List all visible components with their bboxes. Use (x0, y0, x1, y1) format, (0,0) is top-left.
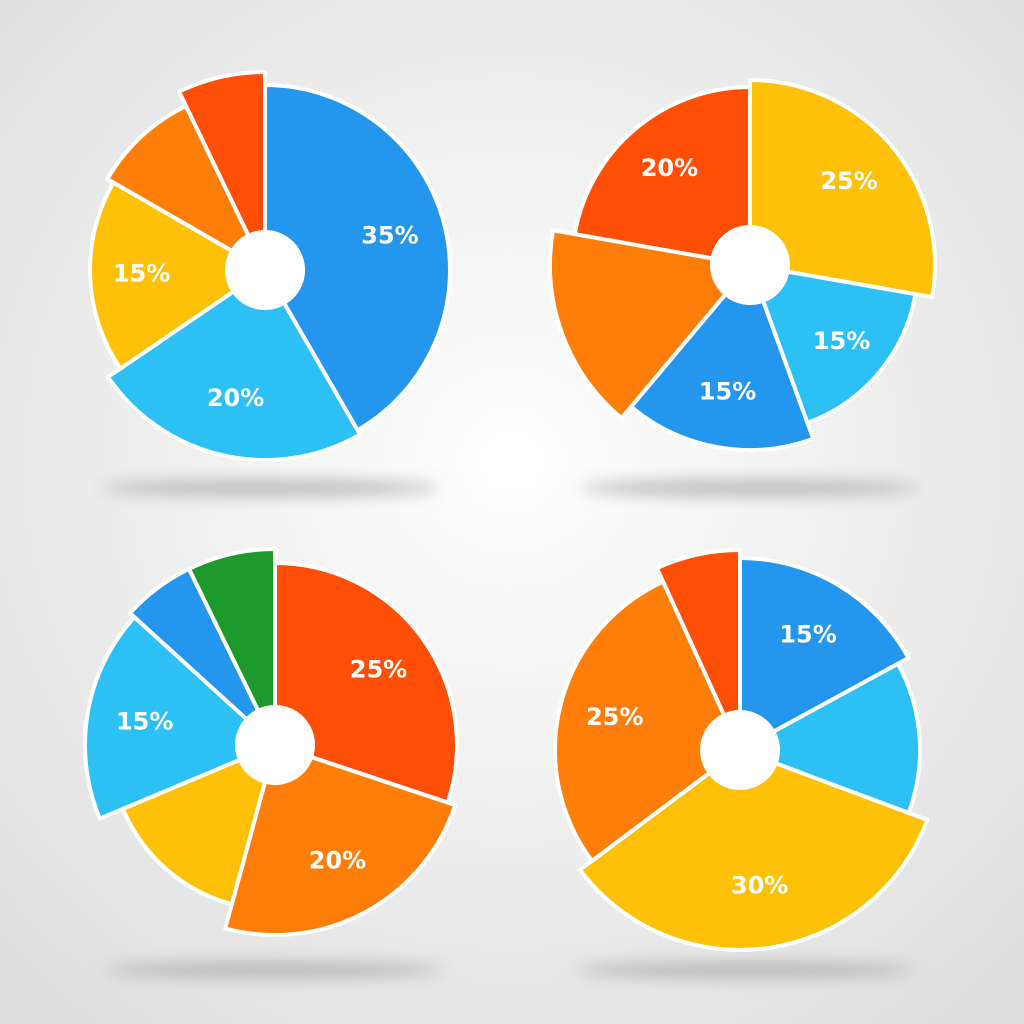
slice-label: 30% (731, 872, 788, 900)
center-hole (712, 227, 788, 303)
pie-slice (177, 70, 267, 238)
slice-label: 15% (813, 327, 870, 355)
center-hole (702, 712, 778, 788)
slice-label: 15% (116, 708, 173, 736)
shadow (580, 481, 920, 495)
slice-label: 25% (586, 703, 643, 731)
center-hole (237, 707, 313, 783)
shadow (100, 481, 440, 495)
slice-label: 15% (699, 377, 756, 405)
slice-label: 15% (113, 260, 170, 288)
pie-slice (654, 548, 742, 718)
slice-label: 15% (779, 620, 836, 648)
slice-label: 25% (820, 167, 877, 195)
pie-slice (748, 78, 937, 300)
slice-label: 20% (641, 154, 698, 182)
slice-label: 20% (309, 847, 366, 875)
shadow (105, 963, 445, 977)
slice-label: 35% (361, 222, 418, 250)
shadow (575, 963, 915, 977)
center-hole (227, 232, 303, 308)
slice-label: 25% (350, 655, 407, 683)
slice-label: 20% (207, 384, 264, 412)
